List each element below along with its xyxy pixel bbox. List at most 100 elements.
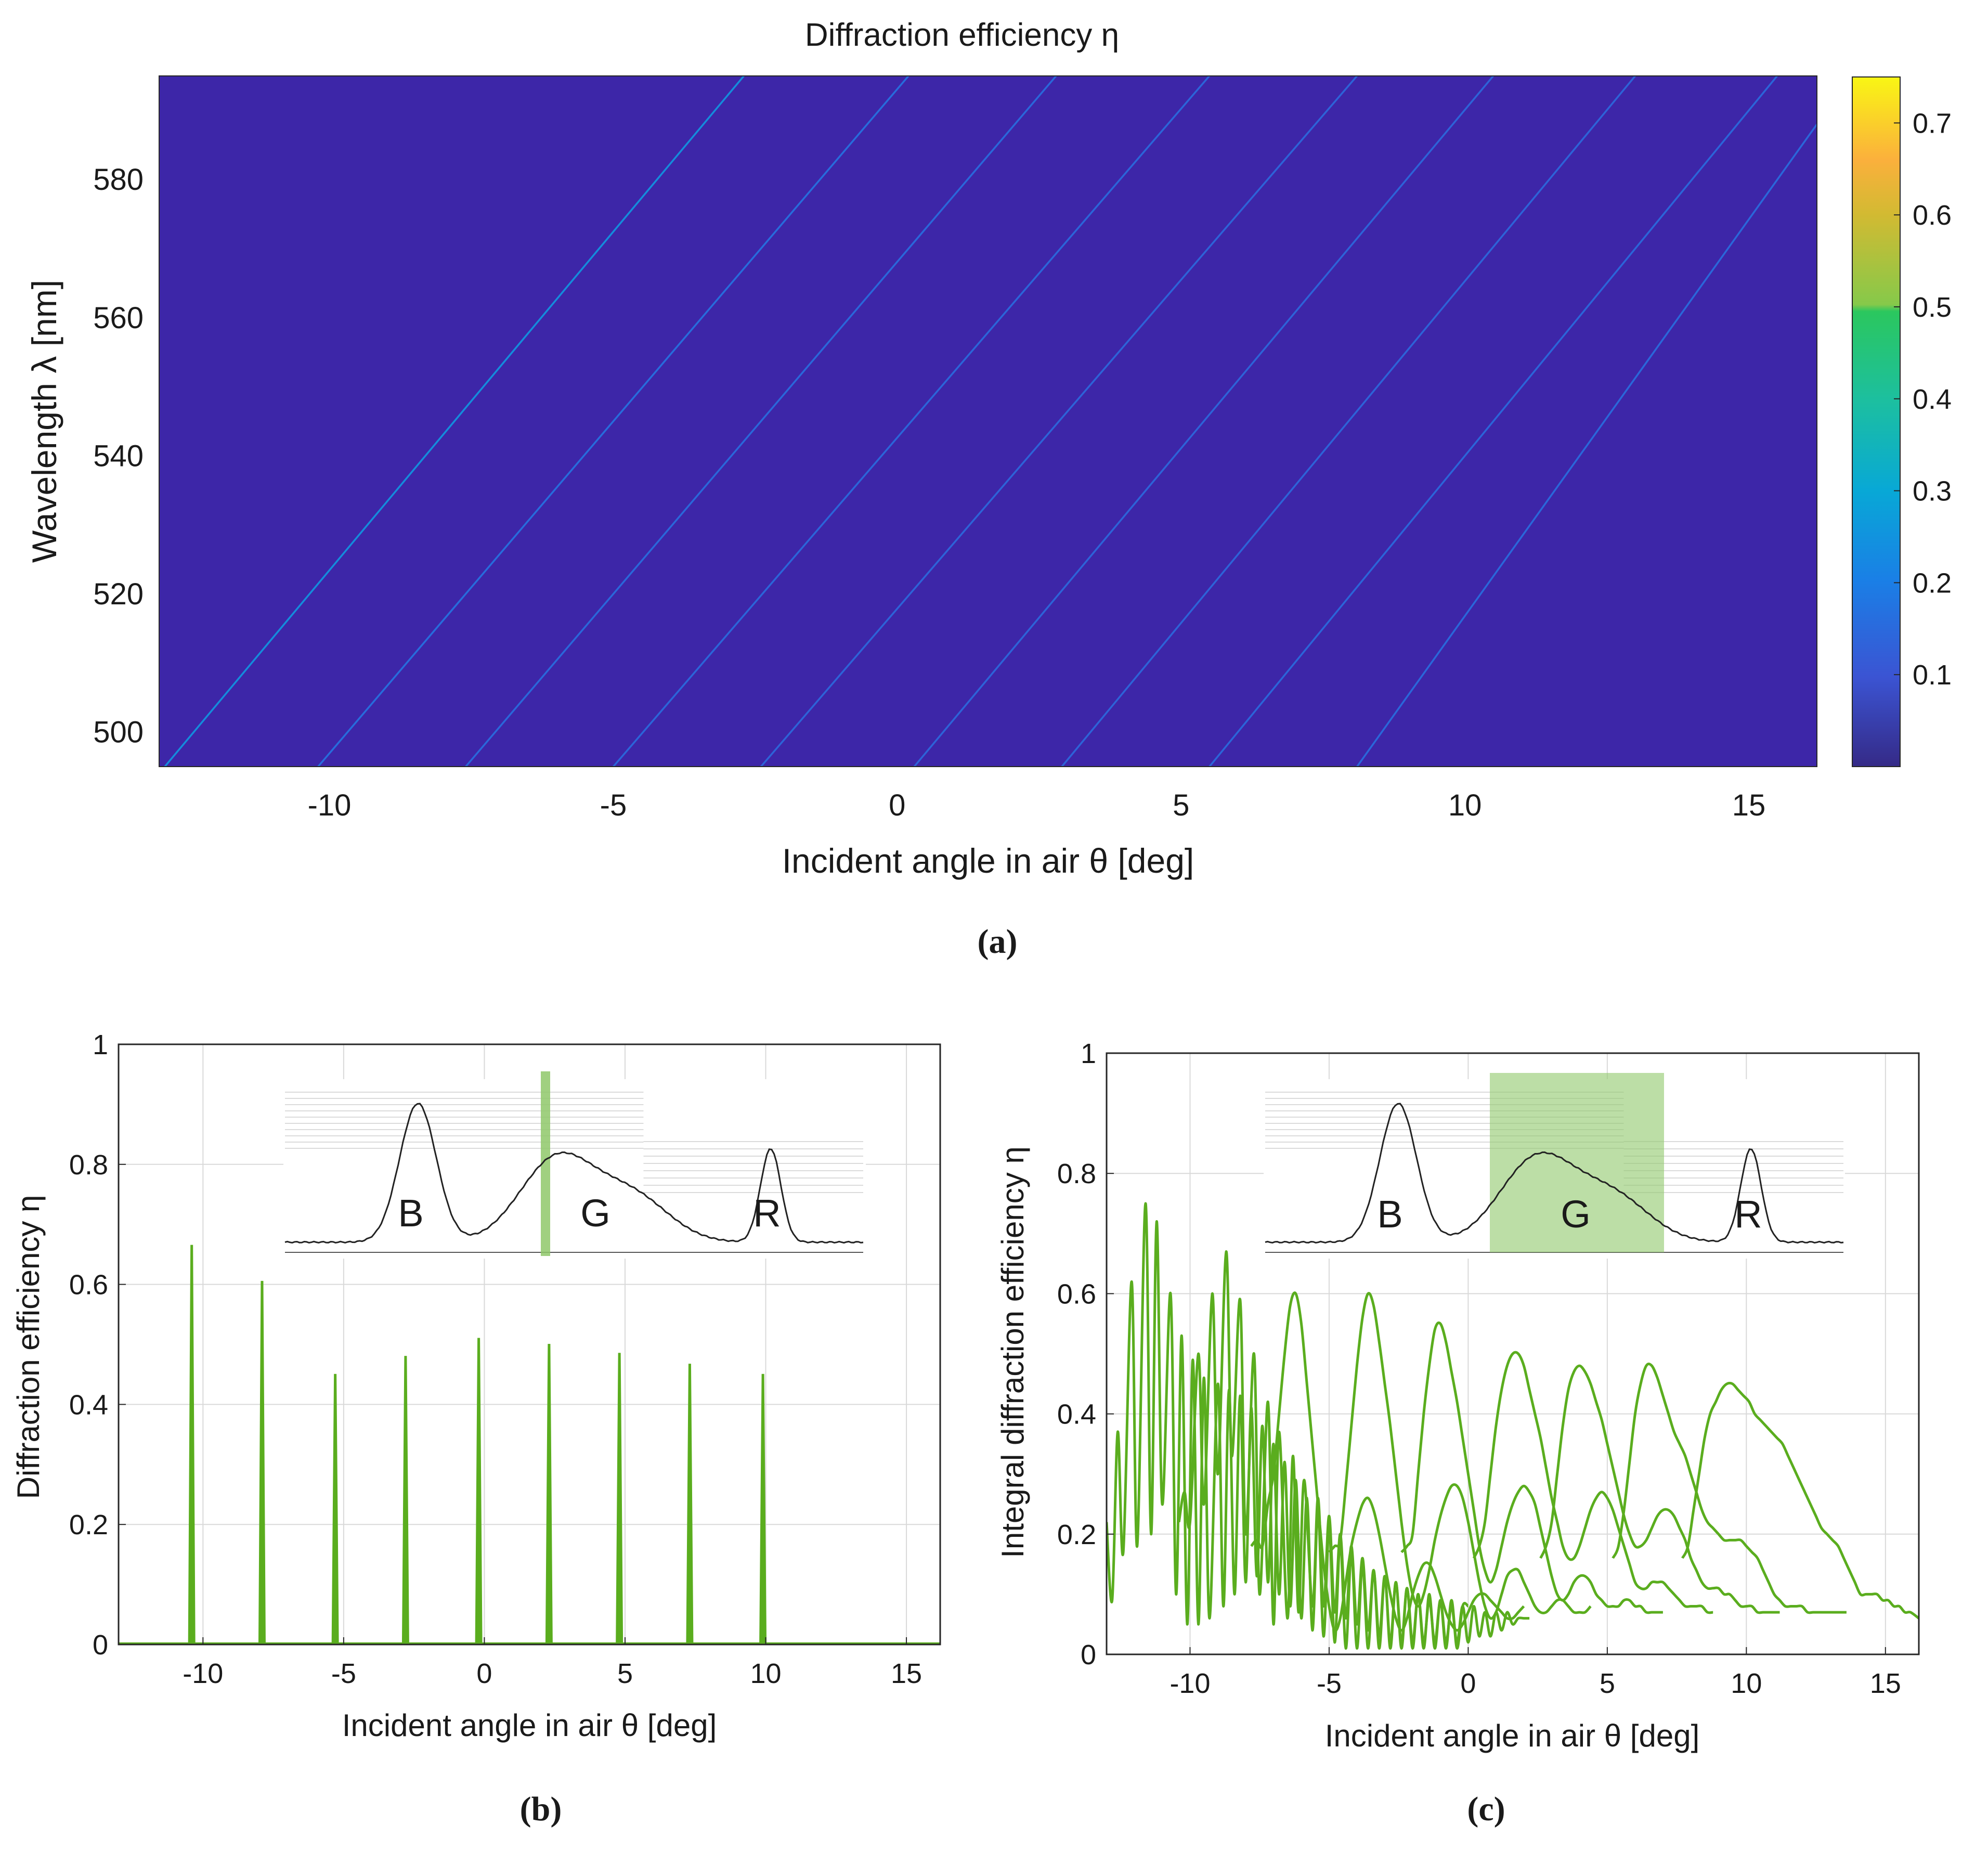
y-tick-label: 0.6: [69, 1270, 108, 1301]
x-axis-label: Incident angle in air θ [deg]: [782, 841, 1194, 880]
integral-curve-2: [1177, 1250, 1530, 1644]
colorbar-tick-label: 0.7: [1913, 108, 1952, 139]
y-tick-labels: 0 0.2 0.4 0.6 0.8 1: [1057, 1038, 1114, 1670]
heatmap-line-8: [1209, 76, 1778, 767]
inset-label-green: G: [580, 1192, 610, 1235]
caption-c: (c): [1467, 1790, 1505, 1828]
y-axis-label: Diffraction efficiency η: [11, 1195, 46, 1499]
y-tick-labels: 500 520 540 560 580: [93, 163, 144, 749]
x-axis-label: Incident angle in air θ [deg]: [342, 1708, 717, 1743]
y-axis-label: Integral diffraction efficiency η: [995, 1146, 1030, 1558]
efficiency-peak-1: [188, 1245, 196, 1644]
y-tick-label: 0.8: [69, 1149, 108, 1181]
y-tick-label: 1: [1081, 1038, 1096, 1069]
x-tick-label: -10: [1170, 1668, 1210, 1699]
heatmap-line-5: [760, 76, 1358, 767]
y-tick-label: 0.8: [1057, 1158, 1096, 1189]
y-tick-label: 0.4: [69, 1389, 108, 1420]
x-tick-labels: -10 -5 0 5 10 15: [1170, 1647, 1901, 1699]
inset-spectrum: B G R: [1264, 1073, 1845, 1259]
x-tick-labels: -10 -5 0 5 10 15: [308, 788, 1766, 822]
x-tick-label: 10: [1448, 788, 1482, 822]
colorbar-tick-label: 0.6: [1913, 200, 1952, 231]
x-tick-labels: -10 -5 0 5 10 15: [183, 1637, 922, 1689]
integral-curve-3: [1250, 1291, 1525, 1633]
y-tick-label: 0.2: [1057, 1519, 1096, 1550]
spectrum-curve: [1265, 1103, 1844, 1244]
heatmap-line-9: [1356, 123, 1817, 767]
spectrum-curve: [284, 1103, 864, 1244]
y-tick-label: 500: [93, 716, 144, 749]
efficiency-peak-3: [331, 1374, 339, 1644]
x-tick-label: 10: [1731, 1668, 1762, 1699]
integral-curve-5: [1400, 1321, 1663, 1614]
colorbar-tick-label: 0.1: [1913, 659, 1952, 691]
x-tick-label: 5: [1173, 788, 1189, 822]
y-axis-label: Wavelength λ [nm]: [25, 280, 63, 563]
x-tick-label: 0: [476, 1658, 492, 1689]
x-tick-label: -5: [1317, 1668, 1342, 1699]
y-tick-label: 0: [93, 1629, 108, 1661]
y-tick-labels: 0 0.2 0.4 0.6 0.8 1: [69, 1029, 126, 1661]
heatmap-efficiency-lines: [164, 76, 1817, 767]
x-tick-label: 15: [1870, 1668, 1901, 1699]
efficiency-peak-9: [759, 1374, 767, 1644]
colorbar: [1852, 76, 1901, 767]
y-tick-label: 1: [93, 1029, 108, 1060]
heatmap-line-6: [913, 76, 1495, 767]
x-tick-label: 5: [1600, 1668, 1615, 1699]
x-tick-label: -5: [600, 788, 627, 822]
efficiency-peaks: [119, 1245, 940, 1644]
x-tick-label: 0: [1460, 1668, 1476, 1699]
green-selection-band: [541, 1071, 550, 1256]
inset-label-red: R: [753, 1192, 781, 1235]
colorbar-tick-labels: 0.1 0.2 0.3 0.4 0.5 0.6 0.7: [1894, 108, 1952, 691]
x-tick-label: -10: [308, 788, 352, 822]
efficiency-peak-2: [258, 1280, 266, 1644]
integral-curve-8: [1612, 1363, 1847, 1614]
x-tick-label: -10: [183, 1658, 223, 1689]
colorbar-tick-label: 0.3: [1913, 476, 1952, 507]
inset-label-blue: B: [1377, 1193, 1402, 1236]
x-tick-label: 10: [750, 1658, 781, 1689]
efficiency-peak-7: [616, 1353, 623, 1644]
heatmap-line-7: [1061, 76, 1636, 767]
inset-label-green: G: [1561, 1193, 1591, 1236]
y-tick-label: 580: [93, 163, 144, 197]
efficiency-peak-6: [545, 1344, 553, 1644]
heatmap-line-1: [164, 76, 745, 767]
caption-a: (a): [978, 923, 1018, 961]
x-tick-label: 0: [889, 788, 905, 822]
heatmap-line-4: [613, 76, 1211, 767]
integral-efficiency-curves: [1107, 1202, 1919, 1650]
colorbar-tick-label: 0.4: [1913, 384, 1952, 415]
x-tick-label: 15: [1732, 788, 1766, 822]
integral-curve-7: [1539, 1364, 1780, 1614]
panel-b-efficiency: B G R -10 -5 0 5 10 15 0 0.2 0.4 0.6 0.8 1 Inciden…: [11, 1029, 941, 1828]
inset-spectrum: B G R: [283, 1071, 866, 1259]
efficiency-peak-8: [686, 1364, 694, 1644]
colorbar-tick-label: 0.2: [1913, 567, 1952, 599]
heatmap-line-2: [317, 76, 909, 767]
x-tick-label: 5: [617, 1658, 633, 1689]
x-tick-label: 15: [891, 1658, 922, 1689]
caption-b: (b): [520, 1790, 562, 1828]
integral-curve-9: [1681, 1381, 1919, 1620]
chart-title: Diffraction efficiency η: [805, 17, 1119, 53]
y-tick-label: 540: [93, 439, 144, 473]
y-tick-label: 0.2: [69, 1509, 108, 1540]
inset-label-red: R: [1734, 1193, 1762, 1236]
colorbar-tick-label: 0.5: [1913, 292, 1952, 323]
efficiency-peak-4: [401, 1356, 409, 1644]
x-axis-label: Incident angle in air θ [deg]: [1325, 1718, 1700, 1753]
green-selection-band: [1490, 1073, 1664, 1252]
y-tick-label: 0.6: [1057, 1278, 1096, 1310]
panel-c-integral-efficiency: B G R -10 -5 0 5 10 15 0 0.2 0.4 0.6 0.8 1 Inciden…: [995, 1038, 1920, 1828]
y-tick-label: 560: [93, 301, 144, 335]
y-tick-label: 520: [93, 577, 144, 611]
integral-curve-4: [1328, 1292, 1592, 1620]
panel-a-heatmap: Diffraction efficiency η -10 -5 0 5 10 15 500…: [25, 17, 1952, 961]
x-tick-label: -5: [331, 1658, 356, 1689]
y-tick-label: 0.4: [1057, 1399, 1096, 1430]
